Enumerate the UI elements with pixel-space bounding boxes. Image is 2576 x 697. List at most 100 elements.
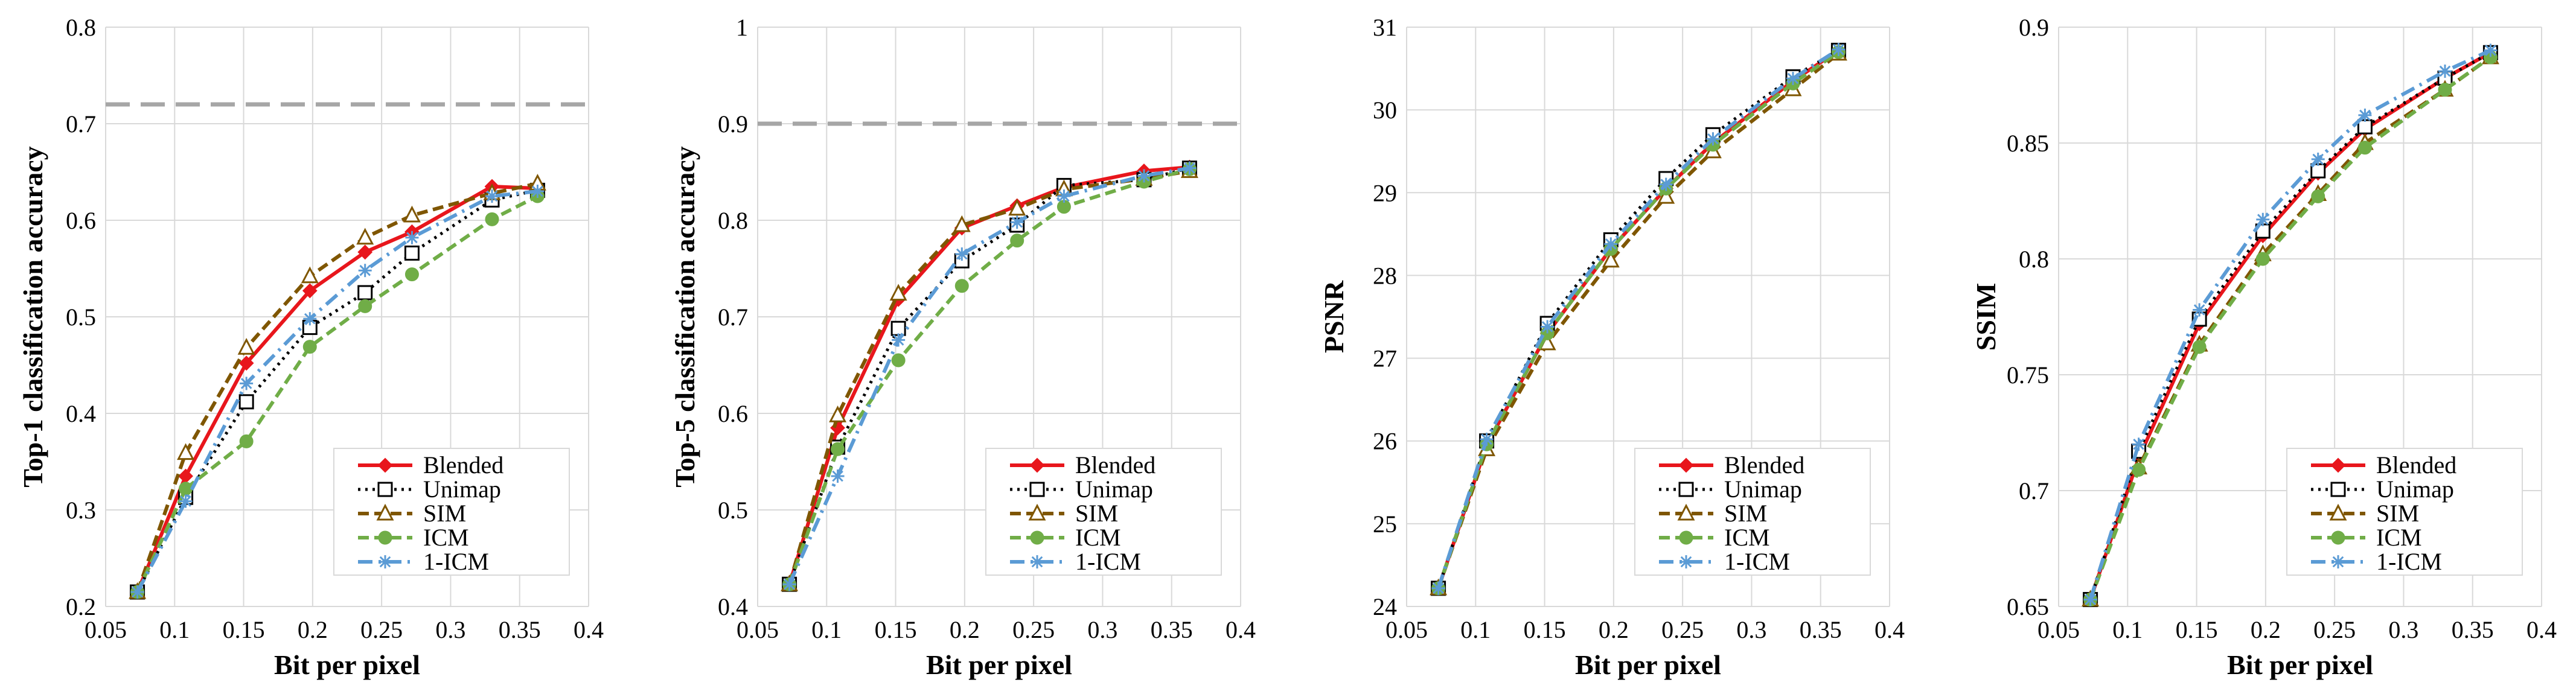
data-point-sim [1657,186,1675,204]
data-point-blended [238,355,254,371]
data-point-1-icm [405,231,419,244]
x-tick-label: 0.25 [2313,616,2356,643]
data-point-1-icm [2256,212,2270,226]
data-point-legend-1-icm [2332,555,2345,568]
series-line-blended [2088,51,2491,600]
data-point-icm [1010,234,1024,248]
data-point-1-icm [892,333,906,347]
data-point-unimap [238,394,254,410]
x-axis-title: Bit per pixel [926,649,1072,680]
y-tick-label: 28 [1373,262,1397,289]
x-tick-label: 0.35 [499,616,541,643]
data-point-1-icm [2083,593,2097,606]
x-tick-label: 0.15 [875,616,917,643]
x-tick-label: 0.35 [1800,616,1842,643]
chart-panel-2: 0.05 0.1 0.15 0.2 0.25 0.3 0.35 0.4 0.4 0.5 0.6 0.7… [670,14,1256,680]
data-point-1-icm [1010,215,1024,229]
y-axis-title: PSNR [1318,280,1349,353]
y-tick-label: 0.65 [2007,593,2049,620]
data-point-sim [829,405,847,422]
data-point-1-icm [240,377,254,390]
y-tick-label: 31 [1373,14,1397,41]
chart-panel-4: 0.05 0.1 0.15 0.2 0.25 0.3 0.35 0.4 0.65 0.7 0.75 0… [1970,14,2557,680]
data-point-1-icm [1706,132,1720,146]
x-tick-label: 0.3 [2388,616,2418,643]
legend-box [985,448,1222,576]
data-point-1-icm [831,469,845,483]
series-line-1-icm [787,166,1190,585]
x-axis-title: Bit per pixel [2227,649,2373,680]
x-tick-label: 0.25 [1661,616,1704,643]
legend-label-icm: ICM [423,524,469,551]
legend-label-1-icm: 1-ICM [423,548,489,575]
data-point-legend-unimap [1029,482,1045,497]
y-tick-label: 24 [1373,593,1397,620]
legend-box [2286,448,2523,576]
data-point-legend-blended [1029,457,1045,473]
data-point-1-icm [2484,43,2498,57]
y-tick-label: 25 [1373,511,1397,538]
y-tick-label: 0.4 [66,400,96,427]
data-point-1-icm [1431,581,1445,595]
y-tick-label: 0.8 [2019,246,2049,273]
y-tick-label: 0.4 [718,593,748,620]
y-tick-label: 0.5 [66,304,96,331]
data-point-legend-blended [377,457,393,473]
data-point-icm [239,434,254,448]
y-axis-title: Top-1 classification accuracy [18,146,48,488]
data-point-1-icm [1832,43,1846,57]
data-point-legend-1-icm [379,555,392,568]
data-point-unimap [2357,119,2373,135]
data-point-legend-1-icm [1680,555,1693,568]
x-axis-title: Bit per pixel [1575,649,1721,680]
y-tick-label: 0.8 [718,207,748,234]
series-line-sim [1436,52,1840,589]
data-point-icm [2132,462,2146,477]
series-1-icm [782,161,1197,591]
data-point-1-icm [955,247,969,261]
data-point-icm [2255,252,2270,266]
legend-label-unimap: Unimap [2376,476,2454,503]
data-point-sim [953,215,971,232]
data-point-sim [889,284,907,301]
x-tick-label: 0.05 [1385,616,1428,643]
y-axis-title: SSIM [1970,283,2001,351]
y-tick-label: 0.7 [2019,477,2049,504]
data-point-1-icm [1541,320,1555,334]
series-1-icm [1431,43,1846,595]
data-point-unimap [357,285,373,301]
legend-label-blended: Blended [1724,451,1804,479]
data-point-sim [177,443,195,460]
series-line-icm [2088,56,2492,600]
x-tick-label: 0.15 [223,616,265,643]
data-point-1-icm [179,494,193,508]
x-tick-label: 0.2 [1599,616,1629,643]
data-point-sim [356,228,374,245]
data-point-1-icm [485,189,499,203]
data-point-sim [1602,250,1620,268]
data-point-icm [831,442,845,456]
data-point-legend-sim [2329,503,2347,521]
legend-label-1-icm: 1-ICM [1724,548,1790,575]
data-point-1-icm [1183,161,1197,175]
data-point-sim [403,205,421,223]
series-1-icm [130,185,545,599]
data-point-icm [954,279,969,293]
y-tick-label: 0.75 [2007,361,2049,389]
x-tick-label: 0.2 [950,616,980,643]
data-point-1-icm [130,585,144,599]
x-tick-label: 0.15 [2176,616,2218,643]
y-tick-label: 27 [1373,345,1397,372]
series-line-1-icm [135,189,538,593]
legend-label-sim: SIM [423,500,466,527]
data-point-legend-icm [1679,530,1693,545]
legend-label-icm: ICM [1075,524,1121,551]
data-point-1-icm [358,264,372,278]
data-point-icm [302,340,317,354]
series-line-icm [135,194,539,593]
data-point-icm [891,353,906,368]
data-point-1-icm [2438,64,2452,78]
data-point-icm [2438,83,2452,97]
legend-label-sim: SIM [1724,500,1767,527]
